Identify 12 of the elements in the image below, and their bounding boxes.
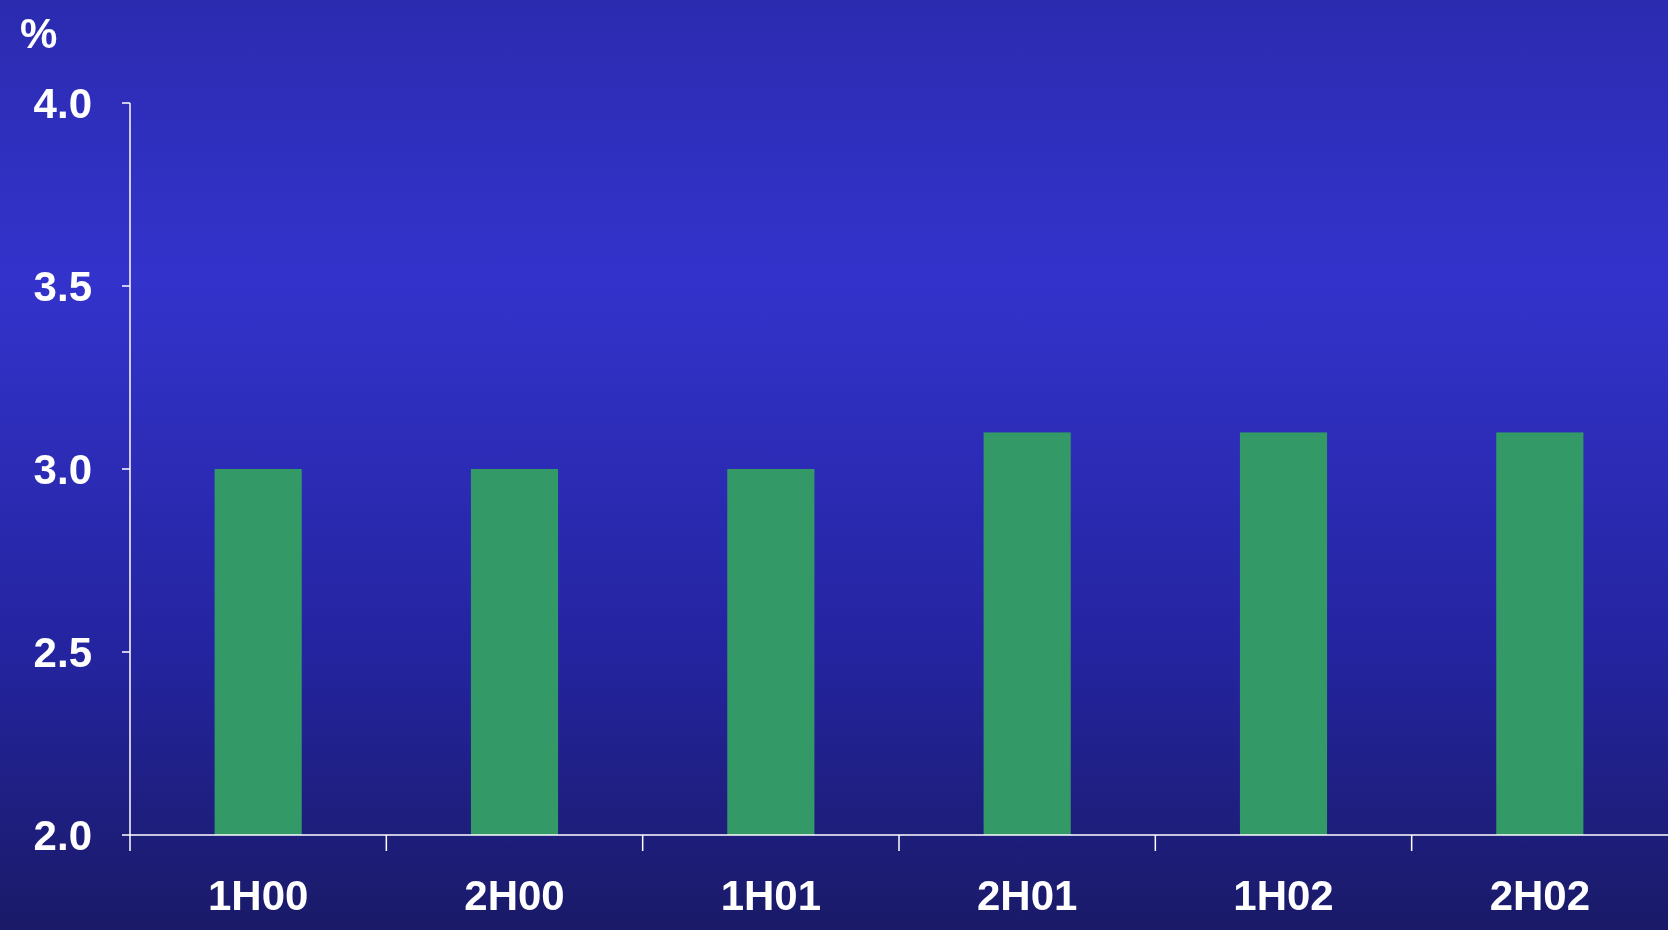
x-tick-label: 1H01 [720,872,822,919]
y-tick-label: 3.5 [33,262,92,310]
y-tick-label: 2.5 [33,628,92,676]
y-tick-label: 4.0 [33,79,92,127]
x-tick-label: 1H00 [207,872,309,919]
x-tick-label: 2H00 [464,872,565,919]
x-tick-label: 2H01 [976,872,1078,919]
y-tick-label: 3.0 [33,445,92,493]
x-tick-label: 2H02 [1489,872,1591,919]
y-tick-label: 2.0 [33,811,92,859]
x-tick-label: 1H02 [1233,872,1334,919]
y-axis-title: % [20,10,58,57]
